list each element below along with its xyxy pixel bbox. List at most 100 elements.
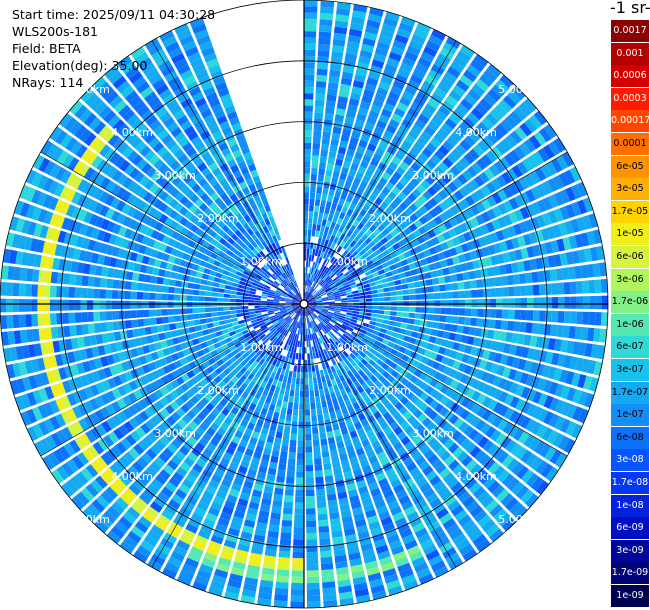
range-gate-cell <box>247 236 254 244</box>
range-gate-cell <box>169 104 182 116</box>
range-gate-cell <box>89 384 100 397</box>
range-gate-cell <box>190 332 198 340</box>
range-gate-cell <box>100 452 113 466</box>
range-gate-cell <box>279 457 287 465</box>
range-gate-cell <box>304 211 309 218</box>
range-gate-cell <box>231 253 239 260</box>
range-gate-cell <box>224 197 233 207</box>
range-gate-cell <box>173 148 185 159</box>
range-gate-cell <box>390 311 397 316</box>
range-gate-cell <box>242 341 249 349</box>
range-gate-cell <box>264 330 271 336</box>
range-gate-cell <box>115 363 124 374</box>
range-gate-cell <box>147 431 158 443</box>
range-gate-cell <box>215 523 228 533</box>
range-gate-cell <box>288 269 292 276</box>
range-gate-cell <box>80 287 88 298</box>
range-gate-cell <box>173 109 186 121</box>
range-gate-cell <box>266 473 276 482</box>
range-gate-cell <box>206 92 218 103</box>
range-gate-cell <box>169 390 180 400</box>
range-gate-cell <box>258 465 268 474</box>
range-gate-cell <box>36 239 45 253</box>
range-gate-cell <box>201 273 209 280</box>
range-gate-cell <box>118 226 128 237</box>
range-gate-cell <box>34 373 44 388</box>
range-gate-cell <box>234 128 244 138</box>
range-gate-cell <box>304 117 313 125</box>
range-gate-cell <box>250 203 259 212</box>
range-gate-cell <box>322 131 331 139</box>
range-gate-cell <box>148 301 156 309</box>
range-gate-cell <box>249 416 258 425</box>
range-gate-cell <box>280 407 287 415</box>
range-gate-cell <box>407 282 415 289</box>
range-gate-cell <box>42 241 51 255</box>
range-gate-cell <box>249 287 257 292</box>
range-gate-cell <box>127 404 138 416</box>
range-gate-cell <box>243 480 254 489</box>
range-gate-cell <box>166 415 177 426</box>
range-gate-cell <box>208 586 223 597</box>
range-gate-cell <box>262 289 269 293</box>
range-gate-cell <box>202 490 214 501</box>
range-gate-cell <box>168 346 177 354</box>
range-gate-cell <box>551 310 559 323</box>
range-gate-cell <box>150 524 165 537</box>
range-gate-cell <box>26 408 38 424</box>
range-gate-cell <box>456 325 464 334</box>
range-gate-cell <box>247 338 254 345</box>
range-gate-cell <box>190 114 202 125</box>
range-gate-cell <box>235 299 243 303</box>
range-gate-cell <box>304 235 308 242</box>
range-gate-cell <box>261 296 268 299</box>
range-gate-cell <box>108 234 118 245</box>
range-gate-cell <box>201 46 215 57</box>
range-gate-cell <box>150 351 159 361</box>
range-gate-cell <box>514 298 522 308</box>
range-gate-cell <box>199 563 214 574</box>
range-gate-cell <box>304 148 311 156</box>
range-gate-cell <box>164 331 172 339</box>
range-gate-cell <box>275 270 281 276</box>
range-gate-cell <box>513 321 521 332</box>
range-gate-cell <box>112 279 120 289</box>
range-gate-cell <box>104 194 115 206</box>
range-gate-cell <box>273 411 280 419</box>
range-gate-cell <box>82 507 97 522</box>
range-gate-cell <box>377 314 384 319</box>
range-gate-cell <box>251 225 258 233</box>
range-gate-cell <box>261 293 268 297</box>
range-gate-cell <box>207 257 215 265</box>
range-gate-cell <box>199 378 209 387</box>
range-gate-cell <box>25 169 38 185</box>
range-gate-cell <box>110 197 121 209</box>
range-gate-cell <box>154 54 169 67</box>
range-gate-cell <box>278 326 284 333</box>
range-gate-cell <box>39 438 52 453</box>
range-gate-cell <box>285 263 290 271</box>
range-gate-cell <box>197 569 212 580</box>
range-gate-cell <box>126 150 139 163</box>
range-gate-cell <box>407 318 415 325</box>
range-gate-cell <box>576 311 583 325</box>
range-gate-cell <box>439 315 447 323</box>
range-gate-cell <box>286 307 293 310</box>
range-gate-cell <box>166 121 179 133</box>
range-gate-cell <box>279 299 286 302</box>
range-gate-cell <box>162 235 171 245</box>
range-gate-cell <box>183 103 196 114</box>
range-gate-cell <box>116 187 127 199</box>
range-gate-cell <box>186 295 193 301</box>
range-gate-cell <box>275 291 282 296</box>
range-gate-cell <box>393 326 401 333</box>
range-gate-cell <box>173 257 182 266</box>
range-gate-cell <box>60 482 75 498</box>
range-gate-cell <box>129 252 138 262</box>
range-gate-cell <box>281 293 288 297</box>
range-gate-cell <box>154 221 164 232</box>
range-gate-cell <box>110 525 125 539</box>
range-gate-cell <box>155 83 169 96</box>
range-gate-cell <box>273 263 279 270</box>
range-gate-cell <box>206 58 220 69</box>
